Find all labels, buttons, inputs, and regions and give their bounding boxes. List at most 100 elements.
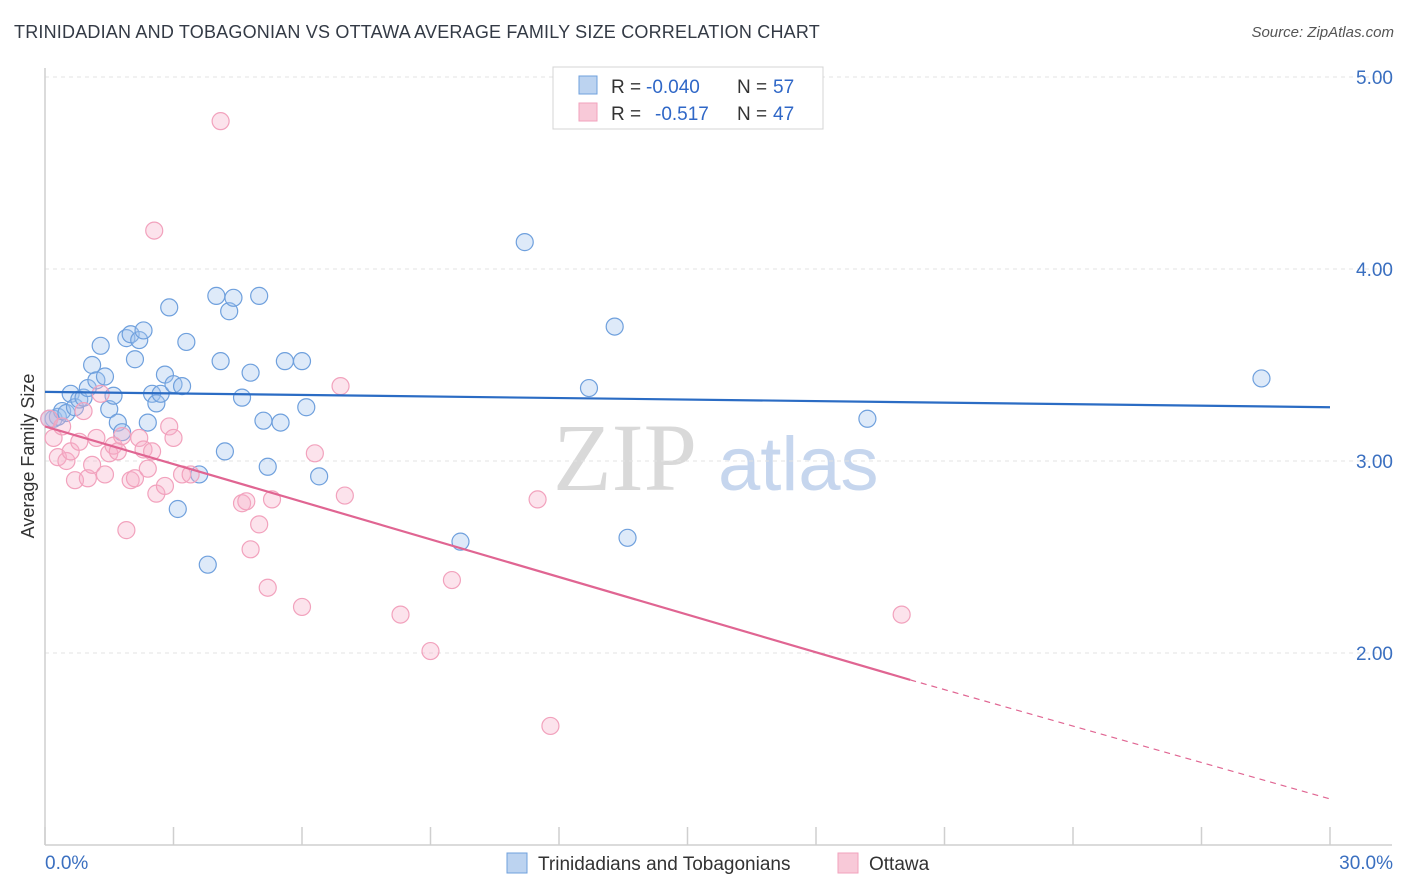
watermark-zip: ZIP bbox=[553, 404, 697, 511]
point-series-1 bbox=[168, 499, 187, 519]
point-series-1 bbox=[292, 352, 312, 371]
point-series-1 bbox=[275, 352, 294, 371]
point-series-1 bbox=[258, 457, 277, 476]
trend-line-series-2 bbox=[44, 425, 911, 681]
y-tick-label: 2.00 bbox=[1356, 644, 1393, 665]
bottom-legend-label-2: Ottawa bbox=[869, 854, 930, 875]
stats-legend: R = -0.040 N = 57 R = -0.517 N = 47 bbox=[552, 66, 824, 130]
point-series-2 bbox=[130, 428, 149, 448]
point-series-2 bbox=[95, 465, 115, 484]
point-series-1 bbox=[215, 442, 234, 461]
x-tick-label-max: 30.0% bbox=[1339, 853, 1393, 874]
source-label: Source: ZipAtlas.com bbox=[1251, 24, 1394, 41]
point-series-1 bbox=[211, 352, 230, 371]
point-series-1 bbox=[310, 467, 329, 486]
point-series-2 bbox=[145, 221, 164, 240]
point-series-1 bbox=[224, 288, 243, 307]
point-series-1 bbox=[112, 423, 132, 442]
legend-n-value-1: 57 bbox=[773, 77, 794, 98]
point-series-1 bbox=[87, 371, 106, 390]
point-series-2 bbox=[160, 417, 179, 436]
point-series-1 bbox=[108, 413, 127, 432]
legend-n-label-1: N = bbox=[737, 77, 767, 98]
point-series-1 bbox=[618, 528, 637, 547]
point-series-1 bbox=[125, 350, 145, 369]
point-series-2 bbox=[125, 469, 145, 488]
series-legend: Trinidadians and Tobagonians Ottawa bbox=[506, 852, 930, 875]
y-axis-title: Average Family Size bbox=[18, 374, 38, 539]
point-series-1 bbox=[220, 302, 239, 321]
point-series-2 bbox=[892, 605, 911, 624]
tick-labels: 2.00 3.00 4.00 5.00 0.0% 30.0% bbox=[45, 68, 1393, 874]
point-series-2 bbox=[331, 377, 350, 396]
point-series-1 bbox=[250, 286, 269, 305]
axes bbox=[44, 68, 1392, 846]
point-series-2 bbox=[250, 515, 269, 534]
y-tick-label: 4.00 bbox=[1356, 260, 1393, 281]
chart-title: TRINIDADIAN AND TOBAGONIAN VS OTTAWA AVE… bbox=[14, 22, 820, 42]
trend-extension-series-2 bbox=[910, 679, 1331, 800]
point-series-2 bbox=[442, 570, 462, 590]
point-series-2 bbox=[305, 444, 324, 463]
point-series-2 bbox=[421, 641, 440, 661]
point-series-1 bbox=[134, 321, 153, 340]
legend-r-value-1: -0.040 bbox=[646, 77, 700, 98]
point-series-1 bbox=[198, 555, 217, 574]
legend-r-label-2: R = bbox=[611, 104, 641, 125]
point-series-2 bbox=[292, 597, 312, 617]
point-series-1 bbox=[138, 413, 157, 432]
point-series-2 bbox=[391, 605, 410, 624]
point-series-1 bbox=[160, 298, 179, 317]
point-series-1 bbox=[1252, 369, 1271, 388]
legend-r-value-2: -0.517 bbox=[655, 104, 709, 125]
point-series-1 bbox=[858, 409, 877, 428]
y-tick-label: 3.00 bbox=[1356, 452, 1393, 473]
point-series-2 bbox=[112, 426, 132, 446]
point-series-1 bbox=[232, 388, 252, 407]
point-series-2 bbox=[237, 492, 256, 511]
gridlines bbox=[45, 76, 1392, 654]
point-series-1 bbox=[91, 336, 110, 355]
point-series-1 bbox=[130, 330, 149, 350]
point-series-2 bbox=[57, 451, 76, 471]
point-series-2 bbox=[211, 112, 230, 131]
point-series-1 bbox=[147, 394, 166, 413]
bottom-legend-swatch-1 bbox=[506, 852, 528, 874]
point-series-1 bbox=[100, 400, 119, 419]
bottom-legend-label-1: Trinidadians and Tobagonians bbox=[538, 854, 790, 875]
point-series-2 bbox=[258, 578, 277, 597]
point-series-1 bbox=[271, 413, 290, 432]
point-series-1 bbox=[605, 317, 624, 336]
point-series-2 bbox=[74, 401, 93, 421]
point-series-2 bbox=[83, 455, 102, 474]
point-series-2 bbox=[117, 521, 136, 540]
point-series-2 bbox=[138, 459, 157, 478]
point-series-2 bbox=[335, 486, 354, 505]
point-series-1 bbox=[254, 411, 273, 430]
point-series-1 bbox=[177, 332, 196, 352]
legend-n-value-2: 47 bbox=[773, 104, 794, 125]
point-series-2 bbox=[164, 428, 183, 448]
bottom-legend-swatch-2 bbox=[837, 852, 859, 874]
point-series-1 bbox=[95, 367, 115, 386]
point-series-1 bbox=[241, 363, 260, 382]
point-series-2 bbox=[241, 540, 260, 559]
point-series-1 bbox=[515, 233, 534, 252]
point-series-2 bbox=[528, 490, 547, 509]
trend-lines bbox=[44, 390, 1331, 800]
point-series-1 bbox=[207, 286, 226, 305]
legend-swatch-series-1 bbox=[578, 75, 598, 95]
x-tick-label-min: 0.0% bbox=[45, 853, 88, 874]
legend-swatch-series-2 bbox=[578, 102, 598, 122]
watermark-atlas: atlas bbox=[718, 422, 879, 507]
y-tick-label: 5.00 bbox=[1356, 68, 1393, 89]
trend-line-series-1 bbox=[44, 390, 1331, 409]
point-series-2 bbox=[91, 384, 110, 403]
legend-r-label-1: R = bbox=[611, 77, 641, 98]
point-series-2 bbox=[78, 469, 97, 488]
point-series-1 bbox=[297, 398, 316, 417]
point-series-2 bbox=[155, 476, 175, 496]
legend-n-label-2: N = bbox=[737, 104, 767, 125]
point-series-2 bbox=[541, 716, 560, 736]
